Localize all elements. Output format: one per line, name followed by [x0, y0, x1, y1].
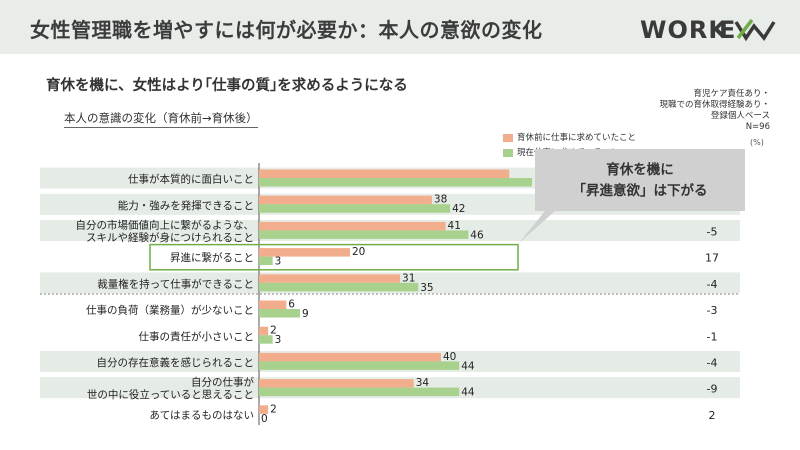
data-label-after: 35: [420, 282, 433, 294]
category-label: 能力・強みを発揮できること: [118, 199, 254, 212]
category-label: 自分の仕事が: [191, 376, 254, 389]
data-label-after: 44: [461, 387, 475, 399]
bar-before: [259, 379, 414, 388]
category-label: 裁量権を持って仕事ができること: [97, 277, 254, 290]
subtitle: 育休を機に、女性はより｢仕事の質｣を求めるようになる: [46, 78, 408, 94]
category-label: 自分の存在意義を感じられること: [97, 356, 255, 369]
data-label-after: 3: [275, 334, 282, 346]
category-label: 自分の市場価値向上に繋がるような、: [76, 219, 255, 232]
data-label-after: 46: [470, 229, 484, 241]
callout-line-2: 「昇進意欲」は下がる: [573, 182, 708, 199]
work-evx-logo: WORK E: [640, 16, 776, 44]
data-label-before: 40: [443, 351, 456, 363]
page-title: 女性管理職を増やすには何が必要か：本人の意欲の変化: [30, 18, 543, 42]
svg-text:WORK: WORK: [640, 16, 728, 44]
category-label: 仕事が本質的に面白いこと: [128, 173, 254, 186]
category-label: 昇進に繋がること: [170, 251, 254, 264]
data-label-before: 2: [270, 325, 277, 337]
difference-value: -1: [707, 330, 718, 343]
category-label: 仕事の負荷（業務量）が少ないこと: [86, 304, 254, 317]
base-note-line: 登録個人ベース: [710, 111, 770, 121]
difference-value: -9: [707, 383, 718, 396]
legend-before: 育休前に仕事に求めていたこと: [503, 131, 636, 143]
base-note: 育児ケア責任あり・ 現職での育休取得経験あり・ 登録個人ベース N=96: [659, 89, 770, 133]
callout-box: [519, 149, 745, 243]
highlight-box: [149, 243, 519, 271]
legend-label-before: 育休前に仕事に求めていたこと: [517, 133, 637, 143]
svg-text:E: E: [719, 16, 735, 44]
category-label: あてはまるものはない: [149, 409, 254, 421]
bar-before: [259, 169, 510, 178]
bar-after: [259, 282, 419, 292]
bar-before: [259, 248, 350, 257]
data-label-after: 42: [452, 203, 465, 215]
difference-value: -3: [707, 304, 718, 317]
bar-after: [259, 230, 469, 239]
data-label-after: 3: [275, 256, 282, 268]
category-label: 世の中に役立っていると思えること: [87, 388, 254, 401]
base-note-line: N=96: [745, 122, 770, 132]
callout-line-1: 育休を機に: [606, 161, 674, 178]
bar-after: [259, 256, 273, 266]
difference-value: -5: [707, 226, 718, 239]
bar-after: [259, 204, 451, 213]
difference-value: -4: [707, 357, 718, 370]
section-title: 本人の意識の変化（育休前→育休後）: [64, 110, 258, 128]
bar-before: [259, 221, 446, 231]
base-note-line: 現職での育休取得経験あり・: [659, 100, 770, 110]
data-label-before: 34: [416, 377, 430, 389]
difference-value: 2: [709, 409, 716, 422]
data-label-before: 41: [448, 220, 461, 232]
bar-after: [259, 387, 460, 397]
data-label-after: 9: [302, 308, 309, 320]
header-band: [0, 0, 800, 54]
difference-value: 17: [705, 252, 719, 265]
data-label-before: 6: [288, 299, 295, 311]
bar-after: [259, 335, 273, 344]
data-label-after: 44: [461, 360, 475, 372]
bar-before: [259, 195, 432, 205]
unit-label: (%): [750, 138, 764, 147]
data-label-before: 31: [402, 272, 415, 284]
legend-swatch-after: [503, 148, 513, 157]
bar-after: [259, 178, 532, 187]
category-label: 仕事の責任が小さいこと: [139, 330, 255, 343]
bar-before: [259, 274, 401, 283]
bar-before: [259, 405, 269, 414]
bar-after: [259, 361, 460, 370]
data-label-before: 2: [270, 403, 277, 415]
data-label-after: 0: [261, 413, 268, 425]
bar-before: [259, 352, 441, 362]
data-label-before: 20: [352, 246, 365, 258]
legend-swatch-before: [503, 133, 513, 142]
bar-before: [259, 326, 269, 336]
bar-before: [259, 300, 287, 309]
difference-value: -4: [707, 278, 718, 291]
bar-after: [259, 309, 300, 318]
data-label-before: 38: [434, 194, 447, 206]
category-label: スキルや経験が身につけられること: [86, 231, 254, 244]
base-note-line: 育児ケア責任あり・: [693, 89, 770, 99]
chart-layer: 仕事が本質的に面白いこと 38 42 能力・強みを発揮できること 41 46 自分の市場価値…: [40, 149, 745, 425]
